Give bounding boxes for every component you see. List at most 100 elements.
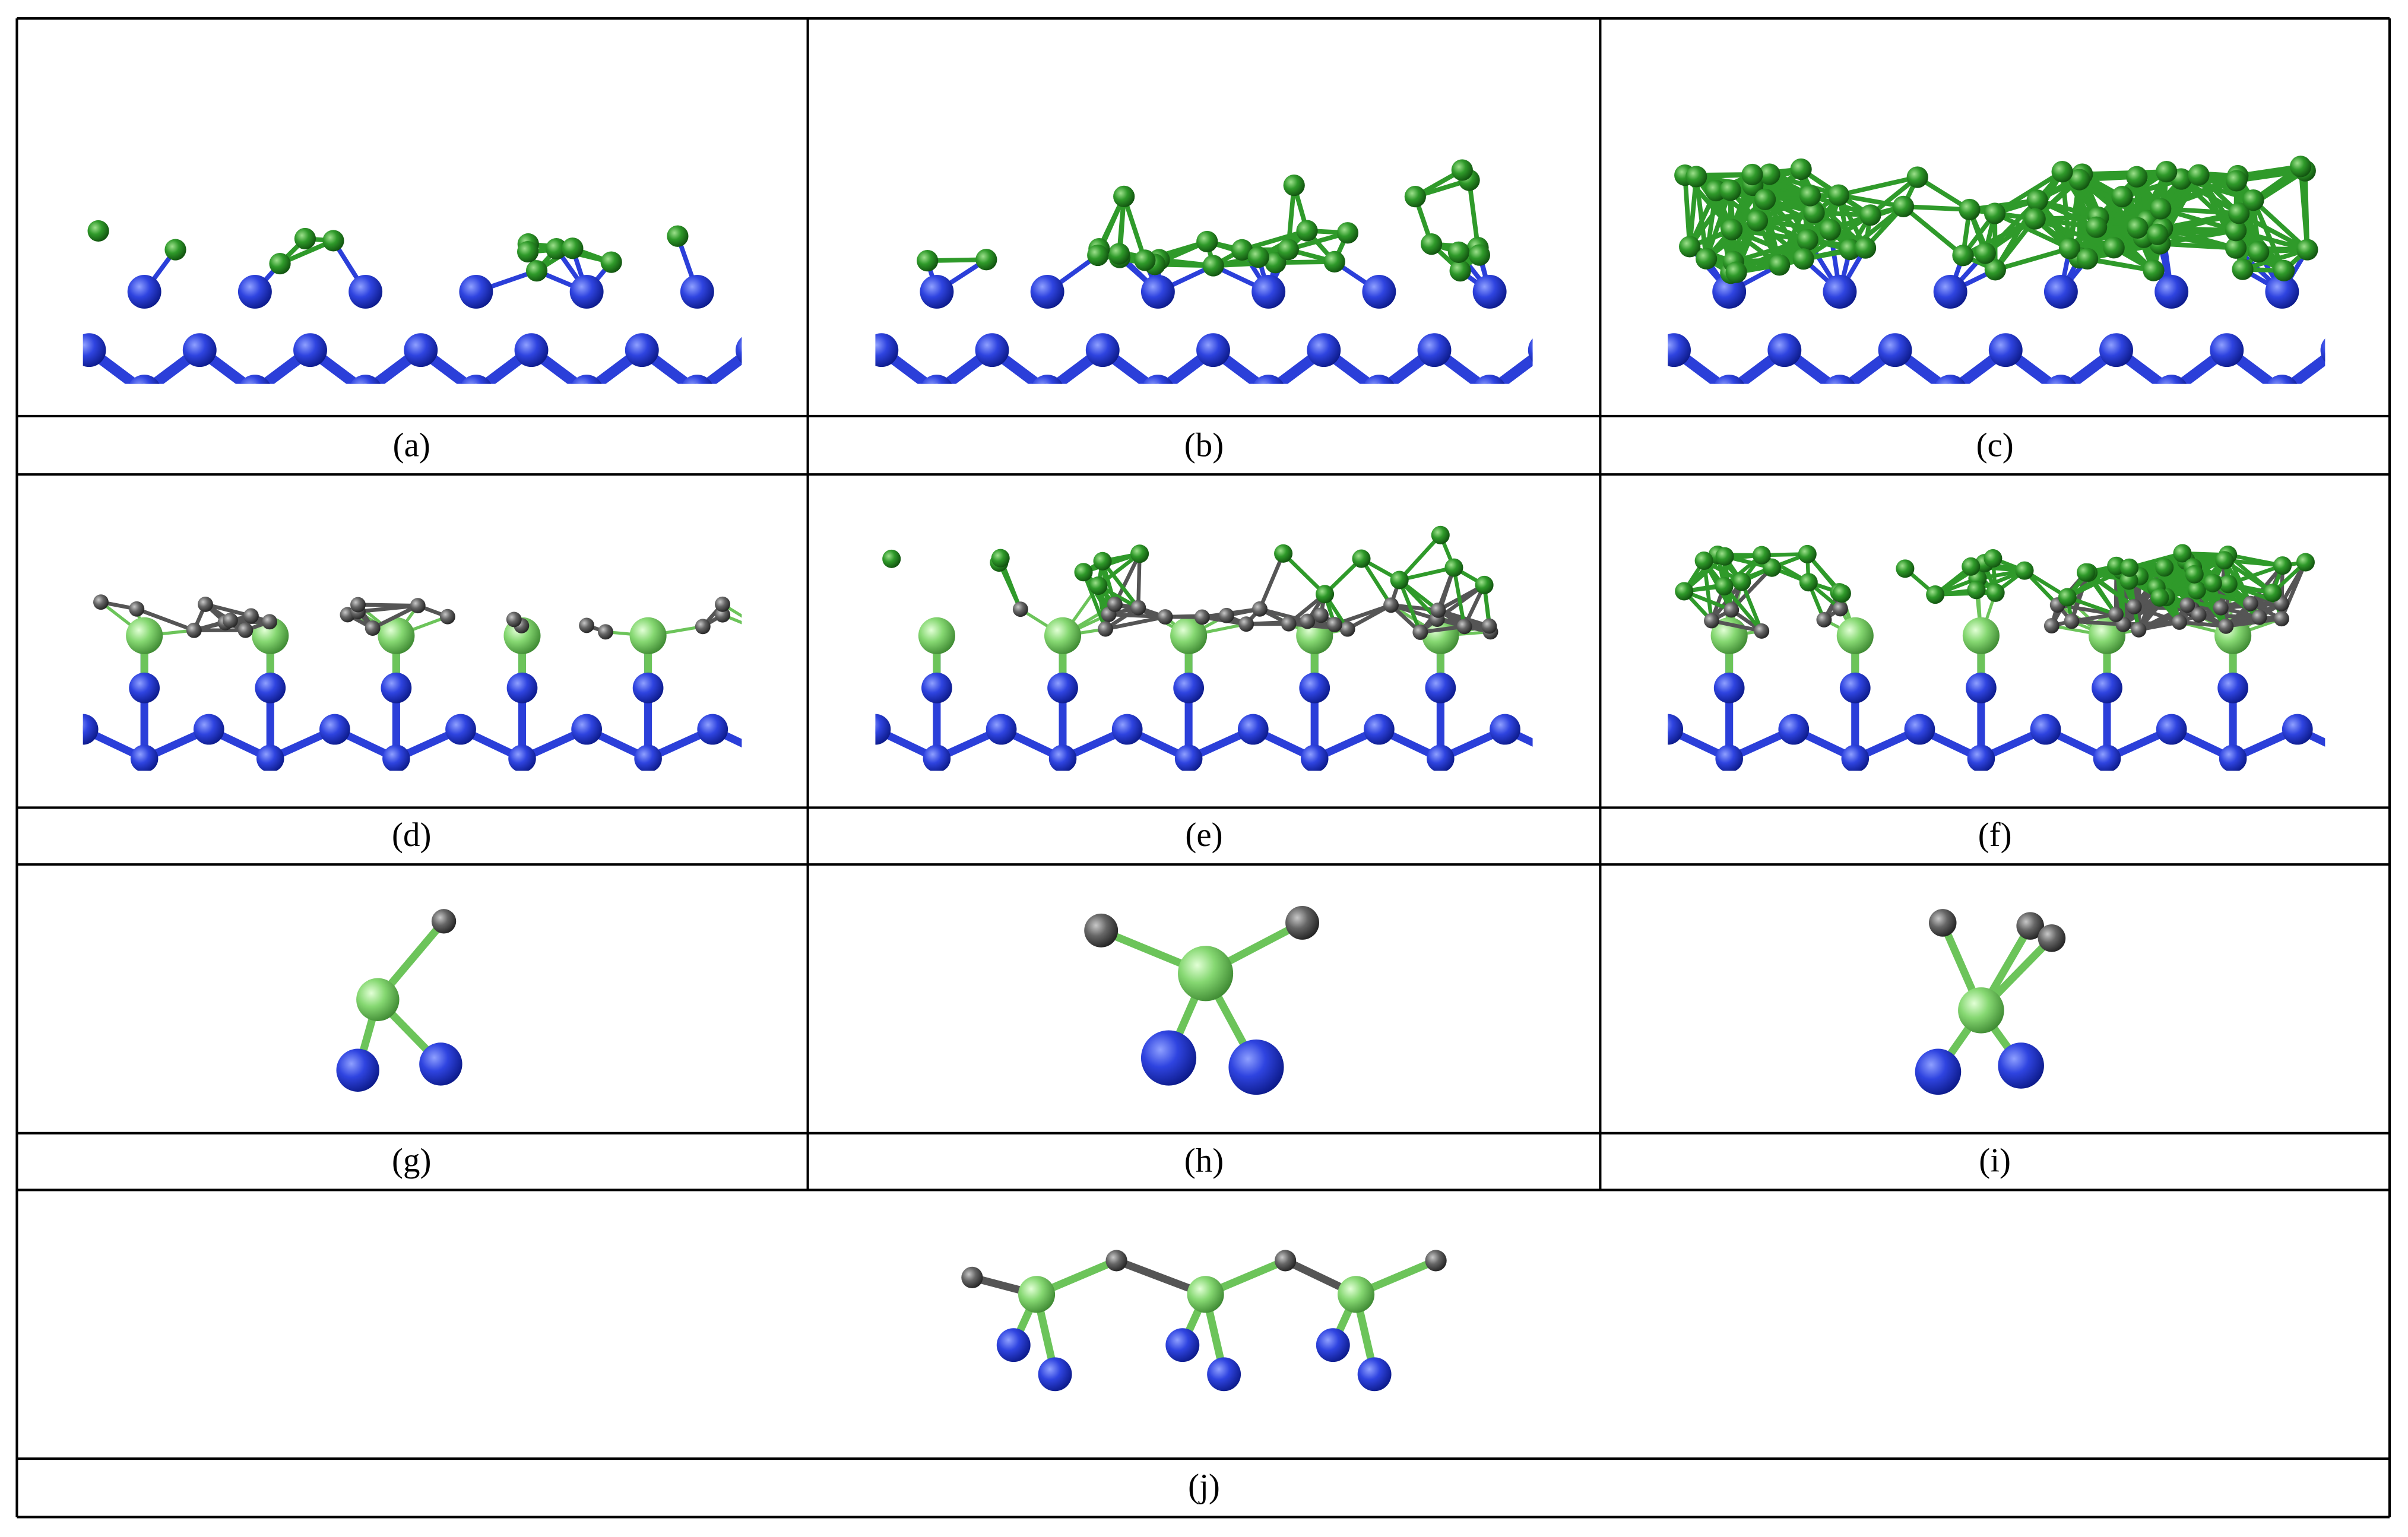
atom xyxy=(1715,547,1734,566)
atom xyxy=(1300,744,1329,771)
atom xyxy=(1752,546,1771,565)
atom xyxy=(2108,606,2124,622)
atom xyxy=(2126,598,2142,614)
atom xyxy=(1196,230,1218,253)
atom xyxy=(198,596,213,612)
atom xyxy=(1352,549,1371,568)
atom xyxy=(240,375,270,384)
caption: (c) xyxy=(1976,426,2014,464)
atom xyxy=(2263,584,2282,603)
bond xyxy=(1103,614,1167,631)
bond xyxy=(1836,192,1906,209)
bond xyxy=(1704,188,1733,261)
atom xyxy=(1018,1276,1056,1313)
atom xyxy=(2092,672,2122,703)
atom xyxy=(1984,549,2003,568)
atom xyxy=(1307,333,1341,367)
atom xyxy=(1839,238,1861,261)
atom xyxy=(2120,558,2139,577)
atom xyxy=(975,333,1009,367)
atom xyxy=(525,260,548,282)
atom xyxy=(1425,1250,1447,1272)
atom xyxy=(1173,672,1204,703)
atom xyxy=(1364,375,1395,384)
atom xyxy=(1668,714,1684,745)
bond xyxy=(1081,552,1142,575)
bond xyxy=(1901,204,1972,212)
atom xyxy=(1967,581,1986,600)
atom xyxy=(1111,714,1143,745)
atom xyxy=(1767,333,1802,367)
atom xyxy=(2296,553,2315,572)
atom xyxy=(756,617,793,654)
atom xyxy=(1030,274,1064,309)
atom xyxy=(186,622,202,638)
atom xyxy=(920,274,954,309)
atom xyxy=(2051,161,2073,183)
atom xyxy=(1253,375,1284,384)
bond xyxy=(1709,619,1764,633)
atom xyxy=(1998,1042,2044,1089)
atom xyxy=(2156,161,2178,183)
atom xyxy=(1548,617,1585,654)
atom xyxy=(1958,987,2004,1034)
atom xyxy=(2016,912,2044,940)
atom xyxy=(129,672,160,703)
bond xyxy=(1933,591,1998,597)
bond xyxy=(1491,352,1533,384)
atom xyxy=(2226,170,2248,192)
atom xyxy=(2131,622,2147,638)
atom xyxy=(410,598,426,614)
bond xyxy=(1240,228,1310,252)
atom xyxy=(1721,218,1743,240)
atom xyxy=(1694,551,1713,571)
atom xyxy=(2273,259,2295,281)
atom xyxy=(1926,585,1945,604)
atom xyxy=(1364,714,1395,745)
atom xyxy=(1892,195,1915,217)
atom xyxy=(237,622,254,638)
atom xyxy=(2126,166,2148,188)
atom xyxy=(2076,248,2099,270)
atom xyxy=(2179,597,2195,613)
caption: (a) xyxy=(393,426,430,464)
atom xyxy=(1696,248,1718,270)
atom xyxy=(2228,202,2250,224)
bond xyxy=(2158,178,2239,211)
atom xyxy=(2171,614,2187,630)
bond xyxy=(1257,552,1285,611)
atom xyxy=(1959,198,1981,221)
atom xyxy=(1202,255,1224,277)
atom xyxy=(1228,1040,1284,1095)
bond xyxy=(2158,206,2239,233)
atom xyxy=(2203,573,2222,592)
atom xyxy=(875,333,899,367)
atom xyxy=(1085,333,1120,367)
atom xyxy=(1741,163,1763,186)
atom xyxy=(1089,576,1108,595)
atom xyxy=(2218,618,2234,634)
atom xyxy=(1719,179,1741,201)
atom xyxy=(2043,618,2060,634)
bond xyxy=(721,603,742,618)
atom xyxy=(667,225,689,247)
atom xyxy=(127,274,161,309)
structure-image xyxy=(961,1250,1447,1392)
atom xyxy=(1915,1048,1962,1095)
atom xyxy=(2111,185,2133,208)
atom xyxy=(1854,237,1877,259)
atom xyxy=(1823,274,1857,309)
atom xyxy=(1836,617,1874,654)
atom xyxy=(1300,613,1316,629)
atom xyxy=(2093,744,2121,771)
atom xyxy=(921,375,952,384)
structure-image xyxy=(83,220,742,384)
atom xyxy=(600,251,622,273)
atom xyxy=(996,1328,1031,1362)
atom xyxy=(1799,185,1821,207)
atom xyxy=(1140,274,1175,309)
atom xyxy=(294,227,316,250)
atom xyxy=(2213,600,2229,616)
bond xyxy=(2196,172,2239,233)
atom xyxy=(1105,1250,1127,1272)
